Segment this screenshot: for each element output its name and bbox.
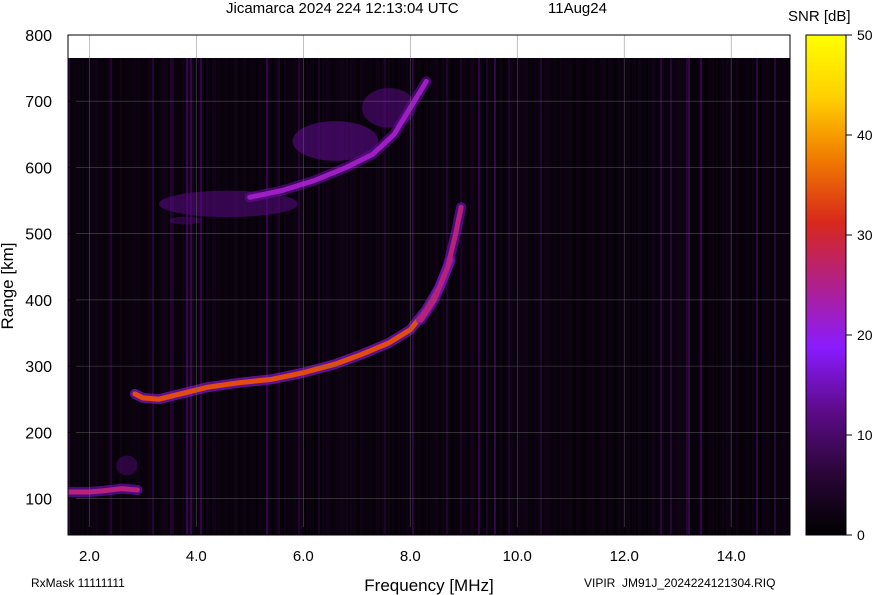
x-tick-label: 8.0 xyxy=(400,548,421,565)
y-axis-label: Range [km] xyxy=(0,243,17,330)
colorbar-ticks: 0 10 20 30 40 50 xyxy=(846,27,873,543)
file-info: VIPIR JM91J_2024224121304.RIQ xyxy=(584,576,775,590)
x-tick-label: 10.0 xyxy=(503,548,532,565)
y-tick-label: 100 xyxy=(25,492,52,509)
x-tick-label: 12.0 xyxy=(610,548,639,565)
y-axis-ticks: 100 200 300 400 500 600 700 800 xyxy=(25,28,76,509)
colorbar-tick-label: 40 xyxy=(857,127,873,143)
spread-echo-4 xyxy=(116,455,138,476)
instrument-label: VIPIR xyxy=(584,576,616,590)
y-tick-label: 500 xyxy=(25,227,52,244)
y-tick-label: 600 xyxy=(25,160,52,177)
colorbar xyxy=(805,34,847,536)
y-tick-label: 700 xyxy=(25,94,52,111)
x-tick-label: 2.0 xyxy=(79,548,100,565)
chart-title: Jicamarca 2024 224 12:13:04 UTC xyxy=(226,0,459,17)
plot-frame xyxy=(67,34,791,536)
y-tick-label: 400 xyxy=(25,293,52,310)
trace-F-o-echo xyxy=(418,204,464,323)
colorbar-label: SNR [dB] xyxy=(788,8,851,25)
spread-echo-1 xyxy=(292,121,379,161)
rxmask-label: RxMask 11111111 xyxy=(31,576,125,590)
x-axis-label: Frequency [MHz] xyxy=(364,576,493,595)
spread-echo-3 xyxy=(169,216,202,225)
trace-F-2hop xyxy=(247,78,429,200)
x-tick-label: 4.0 xyxy=(186,548,207,565)
colorbar-tick-label: 50 xyxy=(857,27,873,43)
x-tick-label: 6.0 xyxy=(293,548,314,565)
noise-texture xyxy=(68,58,790,535)
trace-E xyxy=(68,486,140,495)
x-tick-label: 14.0 xyxy=(717,548,746,565)
chart-date: 11Aug24 xyxy=(548,0,607,17)
y-tick-label: 300 xyxy=(25,359,52,376)
grid-lines xyxy=(68,34,790,535)
colorbar-tick-label: 30 xyxy=(857,227,873,243)
y-tick-label: 800 xyxy=(25,28,52,45)
colorbar-tick-label: 10 xyxy=(857,427,873,443)
colorbar-tick-label: 20 xyxy=(857,327,873,343)
colorbar-tick-label: 0 xyxy=(857,527,865,543)
filename-label: JM91J_2024224121304.RIQ xyxy=(622,576,776,590)
y-tick-label: 200 xyxy=(25,425,52,442)
x-axis-ticks: 2.0 4.0 6.0 8.0 10.0 12.0 14.0 xyxy=(79,527,746,565)
